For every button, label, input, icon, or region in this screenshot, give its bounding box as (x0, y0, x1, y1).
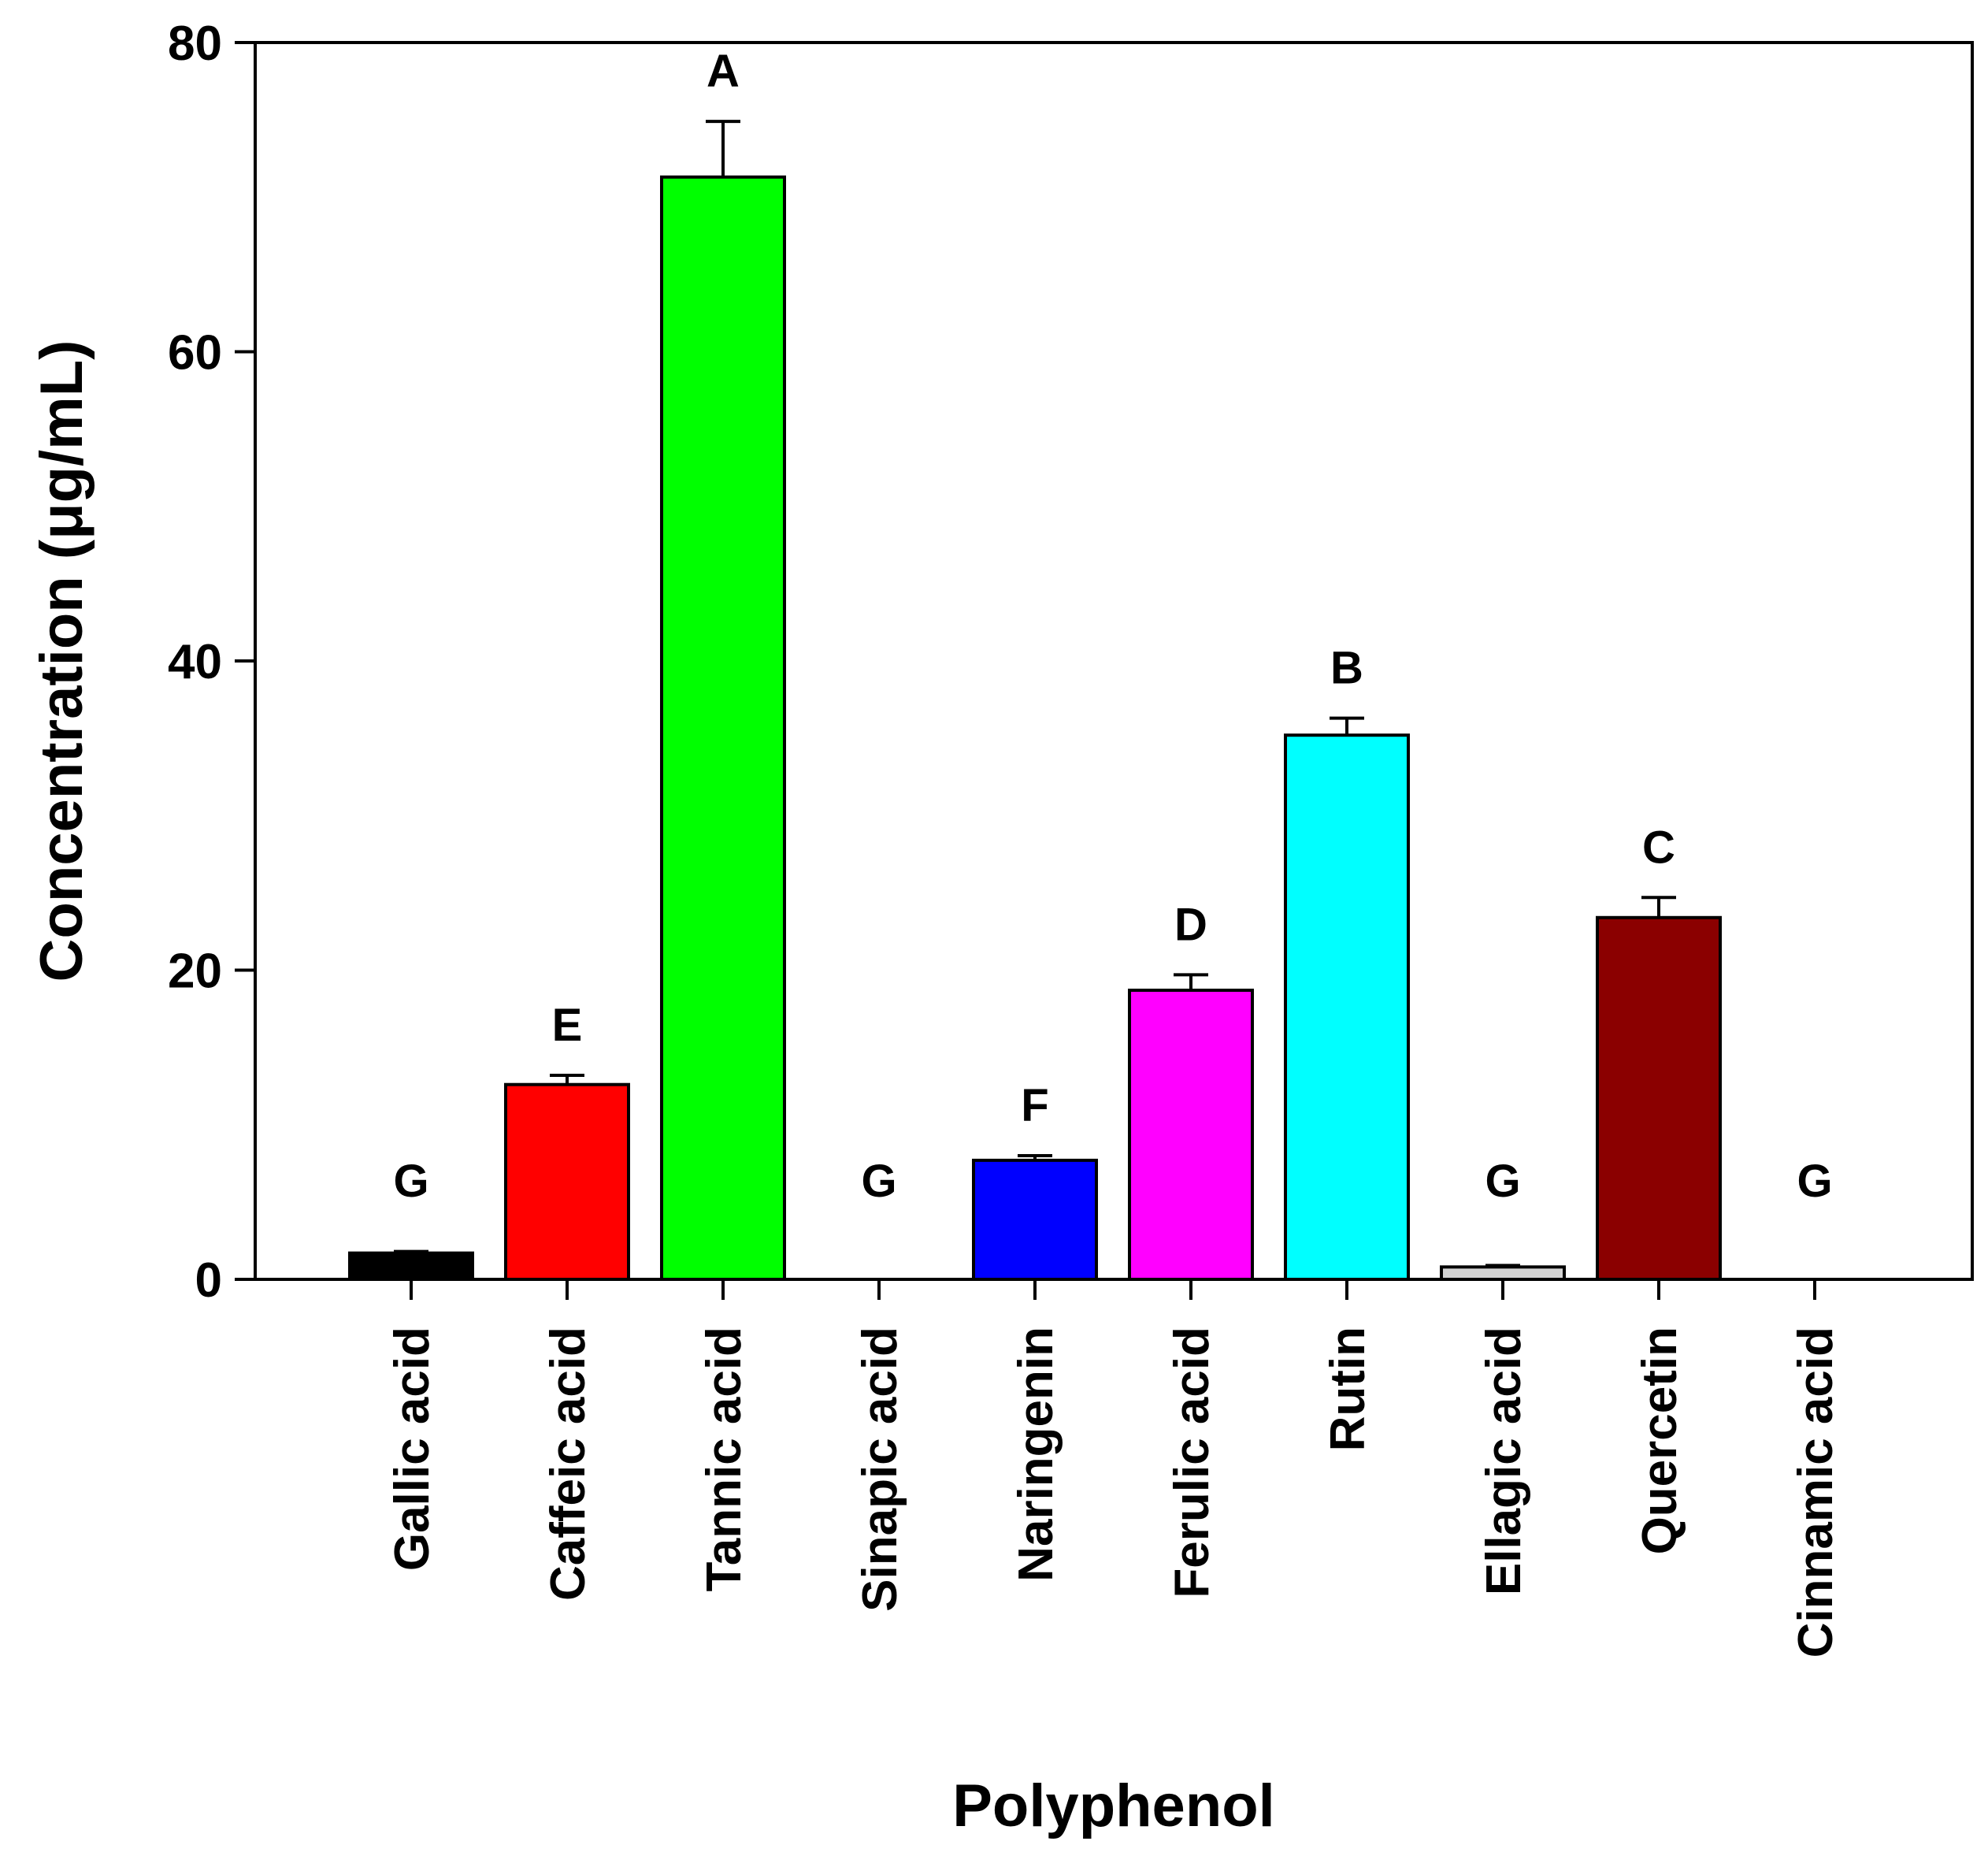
y-axis-title: Concentration (μg/mL) (28, 340, 95, 982)
x-tick-label: Quercetin (1633, 1327, 1687, 1554)
y-tick-label: 80 (168, 17, 222, 71)
significance-letter: A (707, 46, 740, 97)
x-axis: Gallic acid Caffeic acid Tannic acid Sinapi… (385, 1279, 1843, 1657)
bar-tannic-acid (660, 175, 786, 1281)
bar-rutin (1284, 733, 1410, 1281)
significance-letter: B (1330, 643, 1363, 694)
bar-gallic-acid (348, 1251, 474, 1281)
x-tick-label: Ellagic acid (1477, 1327, 1531, 1595)
significance-letter: F (1021, 1080, 1048, 1131)
x-tick-label: Ferulic acid (1165, 1327, 1219, 1598)
significance-letter: C (1642, 822, 1675, 873)
significance-letters: G E A G F D B G C G (393, 46, 1832, 1207)
significance-letter: G (1485, 1156, 1520, 1207)
significance-letter: E (552, 1000, 583, 1051)
x-tick-label: Sinapic acid (853, 1327, 907, 1612)
x-tick-label: Rutin (1321, 1327, 1375, 1451)
x-tick-label: Gallic acid (385, 1327, 440, 1571)
significance-letter: D (1174, 899, 1207, 950)
significance-letter: G (861, 1156, 896, 1207)
y-tick-label: 0 (195, 1253, 222, 1308)
bar-caffeic-acid (504, 1082, 630, 1281)
x-tick-label: Cinnamic acid (1789, 1327, 1843, 1657)
bar-ferulic-acid (1128, 989, 1254, 1281)
x-tick-label: Caffeic acid (541, 1327, 595, 1601)
error-bars-group (394, 120, 1676, 1268)
significance-letter: G (1797, 1156, 1832, 1207)
y-tick-label: 20 (168, 945, 222, 999)
significance-letter: G (393, 1156, 428, 1207)
x-axis-title: Polyphenol (952, 1772, 1275, 1839)
x-tick-label: Naringenin (1009, 1327, 1063, 1582)
y-tick-label: 60 (168, 326, 222, 380)
y-axis: 0 20 40 60 80 (168, 17, 255, 1308)
y-tick-label: 40 (168, 635, 222, 689)
bar-naringenin (972, 1158, 1098, 1281)
x-tick-label: Tannic acid (697, 1327, 751, 1592)
bar-quercetin (1596, 915, 1722, 1282)
bar-ellagic-acid (1440, 1265, 1566, 1282)
